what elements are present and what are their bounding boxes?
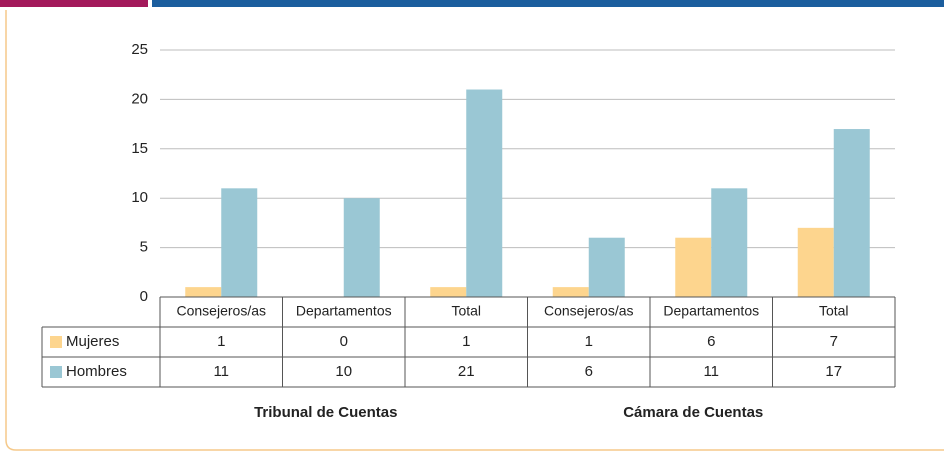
x-tick-label: Departamentos	[296, 303, 392, 319]
x-tick-label: Departamentos	[663, 303, 759, 319]
header-bar	[152, 0, 944, 7]
group-label: Cámara de Cuentas	[623, 404, 763, 421]
table-value: 6	[707, 333, 715, 350]
bar	[588, 237, 625, 297]
legend-label: Hombres	[66, 363, 127, 380]
header-accent	[0, 0, 148, 7]
table-value: 10	[335, 363, 352, 380]
table-value: 1	[217, 333, 225, 350]
x-tick-label: Total	[451, 303, 481, 319]
x-tick-label: Consejeros/as	[177, 303, 267, 319]
bar	[675, 237, 712, 297]
table-value: 1	[585, 333, 593, 350]
bar	[430, 287, 467, 297]
table-value: 7	[830, 333, 838, 350]
bar	[833, 129, 870, 297]
table-value: 6	[585, 363, 593, 380]
legend-swatch	[50, 336, 62, 348]
legend-label: Mujeres	[66, 333, 119, 350]
table-value: 21	[458, 363, 475, 380]
x-tick-label: Total	[819, 303, 849, 319]
y-tick-label: 0	[140, 288, 148, 305]
panel-border	[5, 10, 944, 451]
y-tick-label: 25	[131, 41, 148, 58]
bar	[797, 227, 834, 297]
x-tick-label: Consejeros/as	[544, 303, 634, 319]
bar	[185, 287, 222, 297]
y-tick-label: 10	[131, 189, 148, 206]
table-value: 11	[703, 363, 719, 380]
group-label: Tribunal de Cuentas	[254, 404, 397, 421]
bar	[466, 89, 503, 298]
bar	[552, 287, 589, 297]
bar	[343, 198, 380, 297]
y-tick-label: 20	[131, 90, 148, 107]
table-value: 11	[213, 363, 229, 380]
legend-swatch	[50, 366, 62, 378]
bar	[711, 188, 748, 297]
table-value: 1	[462, 333, 470, 350]
table-value: 0	[340, 333, 348, 350]
bar	[221, 188, 258, 297]
y-tick-label: 5	[140, 239, 148, 256]
y-tick-label: 15	[131, 140, 148, 157]
table-value: 17	[825, 363, 842, 380]
